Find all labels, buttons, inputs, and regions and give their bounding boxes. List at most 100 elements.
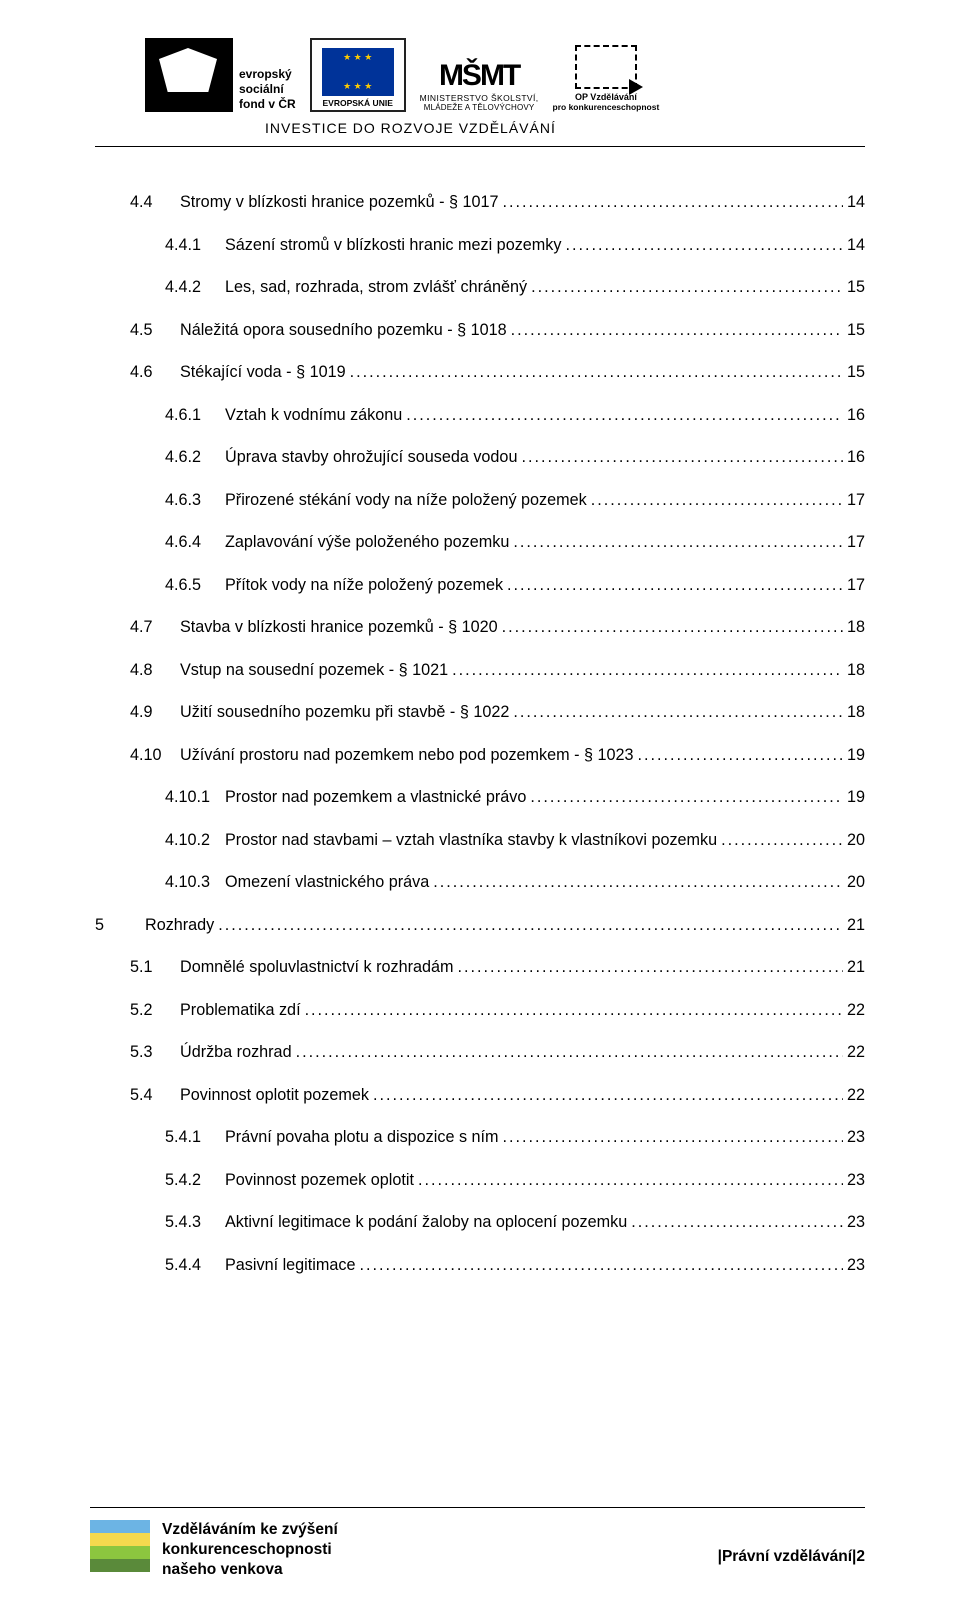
toc-leader-dots [296,1043,843,1062]
toc-number: 4.10.1 [165,788,225,807]
toc-title: Úprava stavby ohrožující souseda vodou [225,448,517,467]
header-tagline: INVESTICE DO ROZVOJE VZDĚLÁVÁNÍ [95,120,865,136]
toc-page: 16 [847,406,865,425]
toc-entry[interactable]: 4.8Vstup na sousední pozemek - § 1021 18 [95,661,865,680]
toc-entry[interactable]: 4.5Náležitá opora sousedního pozemku - §… [95,321,865,340]
eu-label: EVROPSKÁ UNIE [322,98,392,108]
footer-page-label: |Právní vzdělávání|2 [718,1520,865,1566]
toc-leader-dots [631,1213,843,1232]
toc-number: 5.4.1 [165,1128,225,1147]
toc-leader-dots [530,788,843,807]
toc-leader-dots [513,533,843,552]
toc-title: Náležitá opora sousedního pozemku - § 10… [180,321,507,340]
toc-title: Pasivní legitimace [225,1256,355,1275]
toc-leader-dots [503,193,843,212]
toc-page: 18 [847,618,865,637]
toc-leader-dots [373,1086,843,1105]
toc-number: 5.4.3 [165,1213,225,1232]
toc-title: Stavba v blízkosti hranice pozemků - § 1… [180,618,498,637]
footer-text-3: našeho venkova [162,1560,338,1580]
toc-leader-dots [638,746,843,765]
toc-entry[interactable]: 4.6Stékající voda - § 1019 15 [95,363,865,382]
toc-entry[interactable]: 4.4.2Les, sad, rozhrada, strom zvlášť ch… [95,278,865,297]
toc-title: Problematika zdí [180,1001,301,1020]
toc-leader-dots [721,831,843,850]
toc-entry[interactable]: 4.4.1Sázení stromů v blízkosti hranic me… [95,236,865,255]
toc-title: Sázení stromů v blízkosti hranic mezi po… [225,236,561,255]
toc-page: 16 [847,448,865,467]
toc-number: 5.4 [130,1086,180,1105]
toc-page: 17 [847,576,865,595]
toc-leader-dots [591,491,843,510]
toc-number: 5.3 [130,1043,180,1062]
footer: Vzděláváním ke zvýšení konkurenceschopno… [90,1507,865,1580]
toc-leader-dots [565,236,843,255]
toc-entry[interactable]: 4.6.3Přirozené stékání vody na níže polo… [95,491,865,510]
toc-entry[interactable]: 5.4.3Aktivní legitimace k podání žaloby … [95,1213,865,1232]
toc-page: 21 [847,958,865,977]
toc-entry[interactable]: 4.6.5Přítok vody na níže položený pozeme… [95,576,865,595]
esf-text-1: evropský [239,67,296,82]
toc-number: 4.6.5 [165,576,225,595]
toc-title: Domnělé spoluvlastnictví k rozhradám [180,958,454,977]
toc-leader-dots [433,873,843,892]
toc-title: Údržba rozhrad [180,1043,292,1062]
toc-page: 18 [847,703,865,722]
toc-number: 4.5 [130,321,180,340]
toc-entry[interactable]: 5.4Povinnost oplotit pozemek 22 [95,1086,865,1105]
toc-number: 4.6.3 [165,491,225,510]
toc-page: 23 [847,1128,865,1147]
toc-number: 4.10.2 [165,831,225,850]
toc-entry[interactable]: 5.4.2Povinnost pozemek oplotit 23 [95,1171,865,1190]
toc-page: 18 [847,661,865,680]
toc-leader-dots [452,661,843,680]
toc-title: Přirozené stékání vody na níže položený … [225,491,587,510]
msmt-line2: MLÁDEŽE A TĚLOVÝCHOVY [424,103,535,112]
toc-leader-dots [511,321,843,340]
footer-divider [90,1507,865,1508]
toc-entry[interactable]: 5.4.4Pasivní legitimace 23 [95,1256,865,1275]
opvk-icon [575,45,637,89]
toc-title: Užití sousedního pozemku při stavbě - § … [180,703,509,722]
toc-entry[interactable]: 4.10Užívání prostoru nad pozemkem nebo p… [95,746,865,765]
toc-entry[interactable]: 4.6.2Úprava stavby ohrožující souseda vo… [95,448,865,467]
toc-page: 23 [847,1171,865,1190]
esf-icon [145,38,233,112]
toc-leader-dots [218,916,843,935]
toc-entry[interactable]: 4.6.1Vztah k vodnímu zákonu 16 [95,406,865,425]
toc-entry[interactable]: 5.2Problematika zdí 22 [95,1001,865,1020]
toc-entry[interactable]: 4.10.1Prostor nad pozemkem a vlastnické … [95,788,865,807]
toc-entry[interactable]: 5.4.1Právní povaha plotu a dispozice s n… [95,1128,865,1147]
toc-leader-dots [503,1128,843,1147]
toc-page: 17 [847,491,865,510]
toc-number: 4.7 [130,618,180,637]
toc-entry[interactable]: 5.1Domnělé spoluvlastnictví k rozhradám … [95,958,865,977]
toc-entry[interactable]: 4.6.4Zaplavování výše položeného pozemku… [95,533,865,552]
toc-page: 22 [847,1043,865,1062]
toc-entry[interactable]: 5.3Údržba rozhrad 22 [95,1043,865,1062]
toc-number: 4.4.1 [165,236,225,255]
toc-page: 14 [847,236,865,255]
toc-entry[interactable]: 5Rozhrady 21 [95,916,865,935]
msmt-abbrev: MŠMT [439,59,519,93]
toc-title: Prostor nad pozemkem a vlastnické právo [225,788,526,807]
toc-leader-dots [513,703,843,722]
toc-title: Zaplavování výše položeného pozemku [225,533,509,552]
toc-leader-dots [458,958,843,977]
toc-page: 22 [847,1001,865,1020]
toc-entry[interactable]: 4.4Stromy v blízkosti hranice pozemků - … [95,193,865,212]
eu-flag-icon [322,48,394,96]
toc-entry[interactable]: 4.10.2Prostor nad stavbami – vztah vlast… [95,831,865,850]
opvk-line2: pro konkurenceschopnost [553,102,660,112]
toc-page: 23 [847,1256,865,1275]
esf-logo: evropský sociální fond v ČR [145,38,296,112]
toc-title: Právní povaha plotu a dispozice s ním [225,1128,499,1147]
opvk-logo: OP Vzdělávání pro konkurenceschopnost [553,45,660,112]
toc-number: 4.6.2 [165,448,225,467]
toc-entry[interactable]: 4.10.3Omezení vlastnického práva 20 [95,873,865,892]
toc-entry[interactable]: 4.9Užití sousedního pozemku při stavbě -… [95,703,865,722]
toc-entry[interactable]: 4.7Stavba v blízkosti hranice pozemků - … [95,618,865,637]
toc-title: Povinnost pozemek oplotit [225,1171,414,1190]
esf-text-2: sociální [239,82,296,97]
header-logos: evropský sociální fond v ČR EVROPSKÁ UNI… [95,38,865,112]
